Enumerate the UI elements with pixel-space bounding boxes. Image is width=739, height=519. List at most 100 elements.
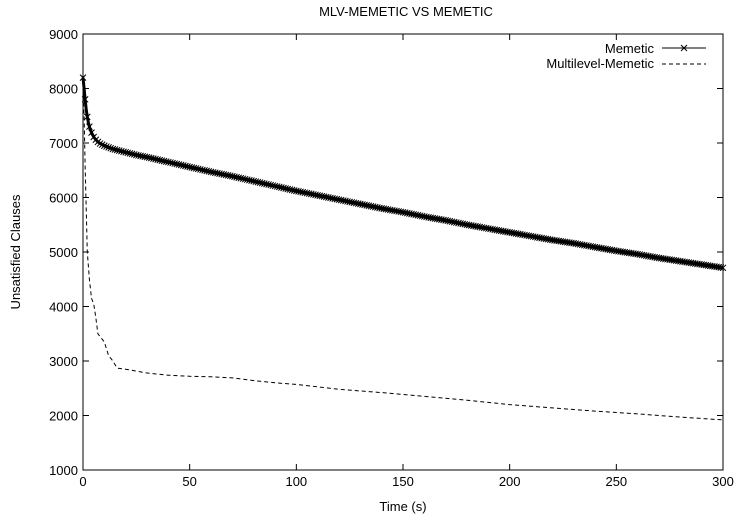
- memetic-point: [115, 147, 123, 154]
- memetic-point: [145, 154, 153, 162]
- y-tick-label: 1000: [49, 463, 78, 478]
- memetic-point: [248, 177, 255, 185]
- memetic-point: [233, 173, 240, 181]
- memetic-point: [237, 174, 245, 182]
- legend-label-multilevel-memetic: Multilevel-Memetic: [546, 56, 654, 71]
- series-layer: [79, 74, 727, 421]
- memetic-point: [278, 184, 285, 191]
- memetic-point: [235, 174, 243, 182]
- memetic-point: [288, 186, 296, 194]
- y-tick-label: 4000: [49, 300, 78, 315]
- memetic-point: [267, 181, 275, 189]
- memetic-point: [199, 166, 206, 174]
- memetic-point: [156, 156, 164, 164]
- memetic-point: [96, 140, 104, 147]
- memetic-point: [258, 179, 266, 187]
- memetic-point: [175, 161, 183, 168]
- x-tick-label: 300: [712, 474, 734, 489]
- memetic-point: [86, 123, 93, 131]
- memetic-point: [271, 182, 279, 190]
- memetic-point: [269, 182, 277, 189]
- memetic-point: [124, 149, 132, 157]
- memetic-point: [282, 185, 290, 192]
- x-axis-title: Time (s): [379, 499, 426, 514]
- memetic-point: [273, 183, 281, 190]
- memetic-point: [179, 162, 187, 169]
- memetic-point: [109, 145, 117, 153]
- memetic-point: [81, 96, 89, 103]
- memetic-point: [231, 173, 238, 181]
- y-tick-label: 7000: [49, 136, 78, 151]
- memetic-point: [280, 184, 287, 192]
- memetic-point: [717, 264, 725, 271]
- memetic-point: [118, 147, 125, 155]
- memetic-point: [201, 167, 208, 174]
- y-tick-label: 5000: [49, 245, 78, 260]
- memetic-point: [275, 183, 283, 191]
- memetic-point: [173, 160, 181, 168]
- memetic-point: [719, 264, 727, 272]
- y-tick-label: 9000: [49, 27, 78, 42]
- memetic-point: [190, 164, 198, 172]
- memetic-point: [256, 179, 264, 186]
- x-tick-label: 150: [392, 474, 414, 489]
- memetic-point: [284, 185, 292, 193]
- memetic-point: [169, 159, 176, 167]
- x-tick-label: 200: [499, 474, 521, 489]
- memetic-point: [122, 148, 130, 156]
- memetic-point: [265, 181, 272, 188]
- memetic-point: [182, 162, 189, 170]
- memetic-point: [263, 180, 270, 188]
- memetic-point: [100, 142, 108, 150]
- memetic-point: [239, 175, 247, 183]
- memetic-point: [228, 172, 236, 180]
- memetic-point: [128, 150, 136, 158]
- memetic-point: [158, 157, 166, 164]
- memetic-point: [260, 180, 268, 187]
- memetic-point: [241, 175, 249, 183]
- memetic-point: [171, 160, 179, 167]
- memetic-point: [164, 158, 172, 166]
- memetic-point: [111, 146, 119, 153]
- chart-title: MLV-MEMETIC VS MEMETIC: [319, 4, 493, 19]
- memetic-point: [162, 158, 170, 165]
- series-memetic-line: [81, 77, 724, 270]
- memetic-point: [147, 154, 155, 162]
- x-tick-label: 0: [79, 474, 86, 489]
- memetic-point: [192, 165, 200, 172]
- memetic-point: [150, 155, 157, 162]
- series-multilevel-memetic-line: [82, 88, 724, 421]
- memetic-point: [196, 166, 204, 173]
- memetic-point: [88, 129, 95, 136]
- memetic-point: [203, 167, 211, 175]
- memetic-point: [83, 113, 91, 121]
- legend-label-memetic: Memetic: [605, 41, 655, 56]
- memetic-point: [105, 144, 112, 151]
- legend-marker-memetic: [680, 44, 688, 52]
- memetic-point: [243, 176, 251, 184]
- memetic-point: [286, 186, 294, 193]
- y-tick-label: 3000: [49, 354, 78, 369]
- memetic-point: [188, 164, 196, 171]
- memetic-point: [250, 177, 258, 185]
- series-memetic-markers: [79, 74, 727, 272]
- memetic-point: [120, 148, 127, 156]
- memetic-point: [107, 144, 115, 152]
- y-tick-label: 8000: [49, 82, 78, 97]
- memetic-point: [186, 163, 194, 171]
- memetic-point: [130, 151, 138, 158]
- memetic-point: [194, 165, 202, 173]
- memetic-point: [246, 176, 253, 184]
- memetic-point: [252, 178, 260, 185]
- x-tick-label: 100: [285, 474, 307, 489]
- memetic-point: [167, 159, 174, 166]
- memetic-point: [79, 74, 87, 81]
- memetic-point: [254, 178, 262, 186]
- y-axis-title: Unsatisfied Clauses: [8, 194, 23, 309]
- memetic-point: [184, 163, 191, 170]
- memetic-point: [143, 153, 151, 161]
- memetic-point: [126, 150, 134, 157]
- memetic-point: [152, 155, 159, 163]
